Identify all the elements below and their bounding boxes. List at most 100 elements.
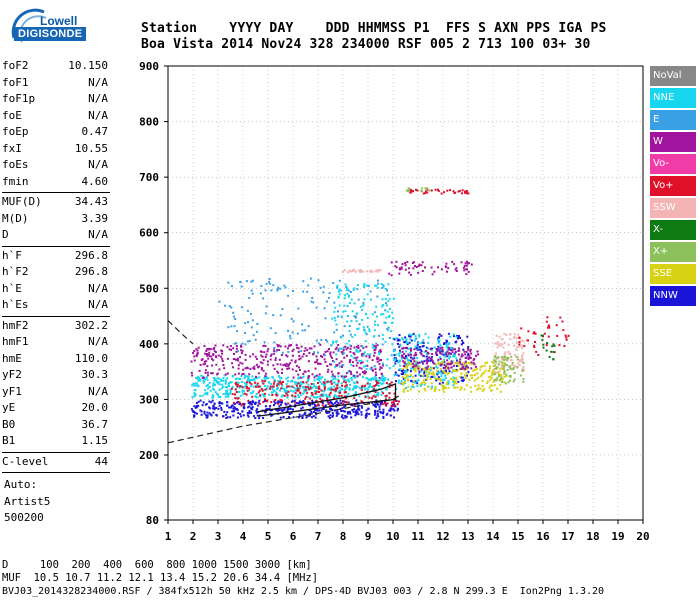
- echo-point: [287, 416, 290, 419]
- echo-point: [280, 382, 283, 384]
- echo-point: [260, 388, 263, 390]
- echo-point: [297, 387, 300, 390]
- echo-point: [207, 384, 210, 387]
- echo-point: [255, 375, 257, 378]
- echo-point: [354, 391, 357, 394]
- echo-cluster: [401, 346, 480, 371]
- echo-point: [373, 413, 376, 416]
- echo-point: [440, 370, 443, 373]
- echo-point: [349, 371, 352, 374]
- echo-point: [333, 301, 336, 304]
- echo-point: [304, 347, 307, 350]
- echo-point: [239, 413, 242, 416]
- echo-point: [355, 312, 358, 315]
- param-name: hmF1: [2, 335, 29, 348]
- echo-point: [361, 406, 363, 409]
- echo-point: [558, 344, 561, 347]
- echo-point: [375, 269, 378, 272]
- echo-point: [307, 284, 310, 287]
- echo-point: [221, 387, 224, 390]
- echo-point: [398, 359, 401, 362]
- echo-point: [374, 409, 376, 412]
- echo-point: [264, 344, 267, 347]
- echo-point: [435, 363, 438, 366]
- echo-point: [217, 354, 220, 357]
- echo-point: [501, 356, 504, 358]
- echo-point: [381, 362, 384, 365]
- echo-point: [479, 368, 482, 371]
- echo-point: [247, 415, 250, 418]
- echo-point: [562, 329, 565, 332]
- echo-point: [292, 390, 295, 393]
- echo-point: [352, 356, 355, 359]
- echo-point: [423, 350, 426, 353]
- echo-point: [439, 351, 441, 354]
- echo-point: [200, 374, 203, 377]
- echo-point: [385, 388, 388, 391]
- echo-point: [278, 376, 281, 379]
- echo-point: [234, 373, 237, 376]
- echo-point: [360, 359, 363, 362]
- echo-point: [409, 375, 412, 378]
- echo-point: [344, 404, 347, 407]
- echo-point: [446, 189, 449, 192]
- echo-point: [335, 400, 338, 403]
- echo-point: [326, 380, 329, 383]
- echo-point: [353, 302, 356, 305]
- echo-point: [264, 289, 267, 292]
- echo-point: [195, 353, 198, 356]
- echo-point: [413, 365, 416, 368]
- echo-point: [199, 409, 202, 412]
- echo-point: [423, 372, 426, 375]
- param-row: h`F 296.8: [2, 248, 110, 265]
- echo-point: [358, 323, 361, 326]
- echo-point: [414, 364, 417, 367]
- echo-point: [276, 343, 279, 346]
- echo-point: [394, 337, 397, 340]
- echo-point: [312, 385, 315, 388]
- echo-point: [495, 334, 498, 337]
- echo-point: [402, 377, 405, 380]
- echo-point: [292, 290, 294, 292]
- echo-point: [420, 342, 423, 344]
- echo-point: [417, 379, 420, 382]
- echo-point: [366, 388, 369, 391]
- echo-point: [295, 364, 298, 367]
- echo-point: [281, 372, 283, 374]
- echo-point: [317, 379, 320, 382]
- echo-point: [454, 380, 457, 383]
- echo-point: [302, 400, 305, 402]
- echo-point: [547, 335, 550, 338]
- echo-point: [446, 344, 449, 347]
- echo-point: [209, 389, 212, 392]
- echo-point: [429, 357, 432, 360]
- echo-point: [193, 395, 196, 398]
- echo-point: [413, 354, 416, 357]
- echo-point: [442, 367, 445, 369]
- echo-point: [208, 400, 211, 403]
- x-tick-label: 7: [315, 530, 322, 543]
- echo-point: [311, 399, 314, 402]
- echo-point: [286, 367, 289, 370]
- echo-point: [315, 409, 318, 411]
- echo-point: [442, 370, 445, 373]
- echo-point: [373, 329, 376, 332]
- echo-point: [262, 401, 265, 403]
- echo-point: [462, 361, 465, 364]
- echo-point: [226, 386, 229, 389]
- param-value: 1.15: [81, 434, 109, 447]
- echo-point: [357, 347, 360, 349]
- echo-point: [287, 390, 290, 393]
- echo-point: [465, 384, 468, 387]
- echo-point: [212, 387, 215, 390]
- echo-point: [418, 390, 421, 393]
- echo-point: [329, 363, 331, 366]
- echo-point: [409, 370, 412, 373]
- param-row: yE 20.0: [2, 400, 110, 417]
- echo-point: [354, 316, 357, 319]
- echo-point: [203, 412, 206, 415]
- echo-point: [447, 382, 450, 385]
- echo-point: [218, 300, 221, 303]
- echo-point: [205, 392, 207, 395]
- echo-point: [297, 382, 300, 385]
